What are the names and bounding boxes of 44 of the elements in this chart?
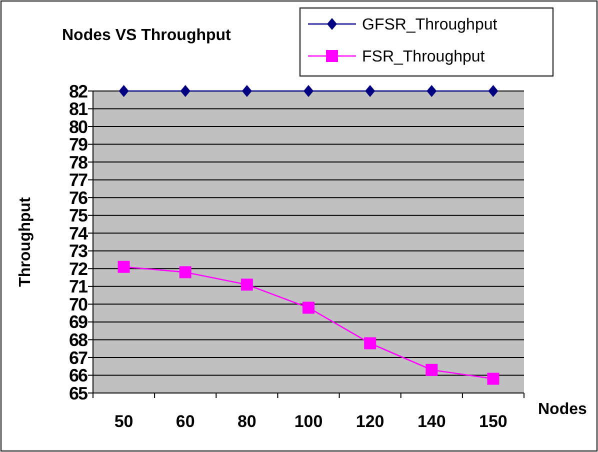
legend-label: FSR_Throughput <box>362 48 486 66</box>
point <box>488 85 498 97</box>
y-tick-label: 71 <box>68 276 88 297</box>
point <box>365 85 376 97</box>
x-axis-title: Nodes <box>538 401 587 418</box>
y-tick-label: 74 <box>68 223 88 244</box>
point <box>118 85 129 97</box>
y-tick-label: 73 <box>68 241 88 262</box>
point <box>304 85 314 97</box>
y-tick-label: 82 <box>68 81 88 102</box>
y-tick-label: 78 <box>68 152 88 172</box>
point <box>242 85 252 97</box>
x-tick-label: 60 <box>176 412 195 431</box>
point <box>426 85 437 97</box>
y-tick-label: 65 <box>68 383 88 404</box>
point <box>240 278 253 291</box>
point <box>426 364 438 376</box>
x-tick-label: 150 <box>479 412 508 431</box>
y-tick-label: 67 <box>68 348 88 368</box>
y-tick-label: 72 <box>68 258 88 279</box>
point <box>302 302 314 314</box>
x-tick-label: 80 <box>237 412 256 431</box>
y-tick-label: 77 <box>68 170 88 190</box>
y-tick-label: 75 <box>68 206 88 226</box>
y-tick-label: 69 <box>68 312 88 332</box>
y-tick-label: 76 <box>68 188 88 208</box>
y-tick-label: 68 <box>68 330 88 350</box>
legend-label: GFSR_Throughput <box>362 16 498 34</box>
x-tick-label: 140 <box>417 412 446 431</box>
point <box>179 266 192 278</box>
y-axis-title: Throughput <box>17 196 34 287</box>
y-tick-label: 80 <box>68 116 88 137</box>
x-tick-label: 100 <box>294 412 323 431</box>
y-tick-label: 79 <box>68 134 88 155</box>
y-tick-label: 70 <box>68 294 88 314</box>
x-tick-label: 120 <box>356 412 384 431</box>
x-tick-label: 50 <box>114 412 134 431</box>
point <box>487 372 500 385</box>
point <box>180 85 190 97</box>
chart-title: Nodes VS Throughput <box>62 27 232 44</box>
y-tick-label: 81 <box>68 99 88 120</box>
point <box>118 260 130 273</box>
point <box>364 337 376 350</box>
y-tick-label: 66 <box>68 366 88 386</box>
